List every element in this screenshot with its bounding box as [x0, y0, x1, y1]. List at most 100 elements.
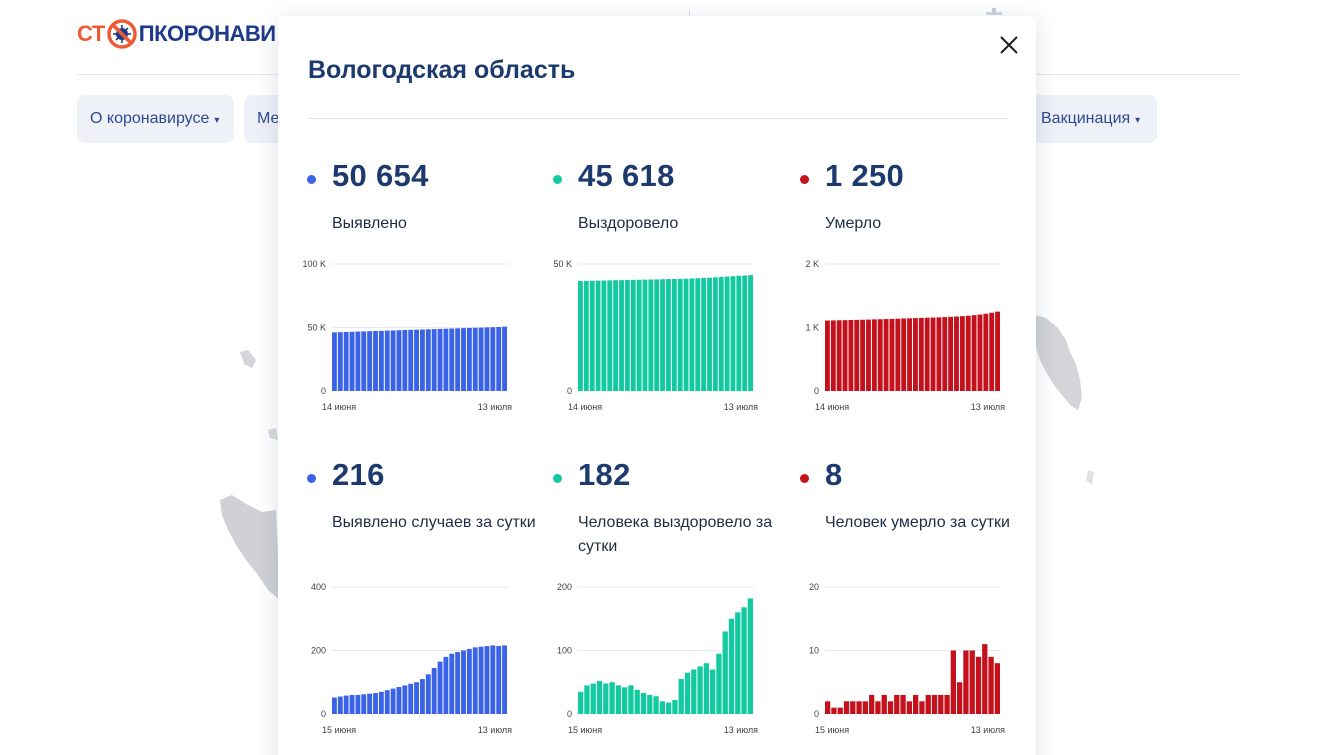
bar — [420, 679, 425, 714]
bar — [716, 653, 722, 714]
bar — [825, 701, 831, 714]
nav-about-coronavirus[interactable]: О коронавирусе ▾ — [77, 95, 234, 143]
bar — [648, 279, 654, 391]
bar — [590, 683, 596, 714]
bar — [449, 328, 455, 391]
bar — [887, 701, 894, 714]
bar — [689, 278, 695, 391]
bar — [390, 688, 396, 714]
x-tick-label-start: 15 июня — [815, 725, 849, 735]
chevron-down-icon: ▾ — [214, 115, 220, 126]
x-tick-label-end: 13 июля — [971, 725, 1005, 735]
x-tick-label-start: 15 июня — [568, 725, 602, 735]
y-tick-label: 400 — [311, 582, 326, 592]
bar — [712, 277, 718, 391]
bar — [848, 320, 854, 391]
bar — [607, 280, 613, 391]
bar — [636, 279, 642, 391]
bar — [425, 329, 431, 391]
bar — [443, 656, 449, 714]
map-region-east-1 — [1036, 315, 1082, 410]
y-tick-label: 0 — [814, 386, 819, 396]
modal-title: Вологодская область — [308, 56, 576, 84]
bar — [596, 680, 603, 714]
chart-recovered-total: 0 50 K 14 июня 13 июля — [553, 259, 758, 412]
bar — [850, 701, 856, 714]
y-tick-label: 20 — [809, 582, 819, 592]
bar — [472, 327, 478, 391]
bar — [343, 331, 349, 391]
bar — [877, 319, 883, 391]
bar — [988, 656, 994, 714]
bar — [975, 656, 982, 714]
y-tick-label: 200 — [311, 646, 326, 656]
stat-value: 182 — [578, 457, 631, 492]
y-tick-label: 0 — [321, 386, 326, 396]
bar — [332, 332, 337, 391]
y-tick-label: 0 — [567, 709, 572, 719]
status-dot — [800, 175, 809, 184]
x-tick-label-start: 14 июня — [568, 402, 602, 412]
bar — [722, 631, 728, 714]
y-tick-label: 100 K — [302, 259, 326, 269]
bar — [349, 694, 355, 714]
bar — [437, 328, 443, 391]
bar — [883, 319, 889, 391]
bar — [977, 314, 983, 391]
bar — [671, 278, 677, 391]
bar — [414, 682, 419, 714]
close-icon[interactable] — [997, 33, 1021, 57]
x-tick-label-start: 14 июня — [322, 402, 356, 412]
bar — [502, 326, 507, 391]
bar — [710, 669, 716, 714]
x-tick-label-end: 13 июля — [724, 725, 758, 735]
bar — [825, 320, 830, 391]
stat-label: Человек умерло за сутки — [825, 514, 1010, 531]
bar — [367, 693, 373, 714]
bar — [963, 650, 969, 714]
bar — [936, 317, 942, 391]
bar — [634, 689, 640, 714]
status-dot — [800, 474, 809, 483]
bar — [490, 645, 496, 714]
bar — [931, 694, 938, 714]
bar — [948, 316, 954, 391]
bar — [502, 645, 507, 714]
bar — [842, 320, 848, 391]
bar — [684, 672, 691, 714]
stat-label: Выявлено случаев за сутки — [332, 514, 536, 531]
bar — [965, 315, 971, 391]
nav-label: Ме — [257, 110, 280, 127]
logo-text-end: ПКОРОНАВИ — [138, 21, 276, 46]
chart-recovered-daily: 0 100 200 15 июня 13 июля — [557, 582, 758, 735]
bar — [449, 653, 455, 714]
nav-vaccination[interactable]: Вакцинация ▾ — [1028, 95, 1157, 143]
bar — [971, 315, 977, 391]
bar — [747, 598, 753, 714]
x-tick-label-end: 13 июля — [478, 725, 512, 735]
nav-label: О коронавирусе — [90, 110, 210, 127]
status-dot — [307, 175, 316, 184]
bar — [378, 330, 384, 391]
chart-died-total: 0 1 K 2 K 14 июня 13 июля — [805, 259, 1005, 412]
bar — [950, 650, 956, 714]
virus-stop-icon — [107, 19, 137, 49]
bar — [490, 327, 496, 391]
bar — [918, 317, 924, 391]
bar — [589, 280, 595, 391]
site-logo[interactable]: СТ ПКОРОНАВИ — [77, 18, 276, 50]
bar — [871, 319, 877, 391]
bar — [337, 696, 343, 714]
bar — [913, 318, 918, 391]
bar — [601, 280, 607, 391]
bar — [906, 701, 912, 714]
bar — [938, 694, 944, 714]
bar — [881, 694, 887, 714]
bar — [895, 318, 901, 391]
bar — [640, 693, 647, 714]
status-dot — [553, 474, 562, 483]
bar — [613, 280, 619, 391]
bar — [866, 319, 871, 391]
bar — [461, 328, 466, 391]
